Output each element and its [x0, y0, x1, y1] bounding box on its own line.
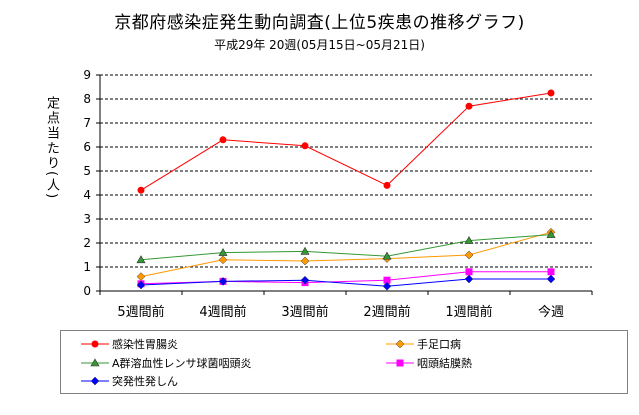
data-point-2: [136, 272, 146, 281]
y-tick-label: 4: [83, 188, 91, 202]
legend-label: A群溶血性レンサ球菌咽頭炎: [112, 357, 252, 370]
legend-label: 咽頭結膜熱: [417, 357, 472, 370]
y-tick-label: 5: [83, 164, 91, 178]
legend-entry: 突発性発しん: [81, 373, 178, 389]
y-tick-label: 6: [83, 140, 91, 154]
y-tick-label: 8: [83, 92, 91, 106]
series-line-3: [140, 234, 552, 261]
legend-marker: [396, 359, 404, 367]
legend-marker: [90, 358, 100, 367]
y-tick-label: 2: [83, 236, 91, 250]
legend-entry: 咽頭結膜熱: [386, 355, 472, 371]
chart-title: 京都府感染症発生動向調査(上位5疾患の推移グラフ): [114, 13, 525, 33]
data-point-1: [219, 136, 227, 144]
x-tick-label: 3週間前: [281, 304, 328, 320]
data-point-5: [382, 281, 392, 291]
y-axis-label: 定点当たり(人): [44, 96, 59, 201]
legend-marker-icon: [386, 339, 414, 349]
data-point-4: [465, 268, 473, 276]
x-tick-label: 1週間前: [445, 304, 492, 320]
series-line-1: [140, 92, 552, 191]
data-point-1: [465, 102, 473, 110]
y-tick-label: 9: [83, 68, 91, 82]
y-tick-label: 1: [83, 260, 91, 274]
data-point-5: [546, 274, 556, 284]
data-point-2: [218, 255, 228, 265]
data-point-4: [547, 268, 555, 276]
x-tick-label: 2週間前: [363, 304, 410, 320]
data-point-1: [383, 181, 391, 189]
legend-marker-icon: [81, 340, 109, 348]
data-point-2: [300, 256, 310, 266]
legend-label: 手足口病: [417, 338, 461, 351]
legend-marker-icon: [81, 376, 109, 386]
x-tick-label: 4週間前: [199, 304, 246, 320]
data-point-5: [218, 277, 228, 286]
data-point-3: [300, 246, 310, 255]
chart-subtitle: 平成29年 20週(05月15日~05月21日): [214, 38, 425, 52]
legend-marker: [90, 376, 100, 386]
chart-legend: 感染性胃腸炎 手足口病 A群溶血性レンサ球菌咽頭炎 咽頭結膜熱突発性発しん: [60, 330, 628, 394]
data-point-3: [136, 255, 146, 264]
data-point-3: [546, 229, 556, 238]
legend-entry: A群溶血性レンサ球菌咽頭炎: [81, 355, 252, 371]
series-line-5: [140, 278, 551, 287]
legend-marker: [91, 340, 99, 348]
data-point-5: [464, 274, 474, 284]
data-point-3: [218, 247, 228, 256]
x-tick-label: 5週間前: [117, 304, 164, 320]
y-tick-label: 3: [83, 212, 91, 226]
legend-marker: [395, 339, 405, 349]
y-tick-label: 7: [83, 116, 91, 130]
legend-entry: 感染性胃腸炎: [81, 336, 178, 352]
data-point-1: [137, 186, 145, 194]
legend-label: 突発性発しん: [112, 375, 178, 388]
series-line-2: [140, 231, 552, 278]
legend-marker-icon: [386, 359, 414, 367]
line-chart: 0 1 2 3 4 5 6 7 8 9 5週間前 4週間前 3週間前 2週間前 1週間前 今週: [83, 68, 593, 320]
data-point-3: [382, 251, 392, 260]
y-tick-label: 0: [83, 284, 91, 298]
legend-label: 感染性胃腸炎: [112, 338, 178, 351]
legend-entry: 手足口病: [386, 336, 461, 352]
data-point-2: [464, 250, 474, 260]
data-point-5: [300, 275, 310, 285]
data-point-5: [136, 280, 146, 290]
x-tick-label: 今週: [538, 304, 564, 320]
data-point-3: [464, 235, 474, 244]
data-point-1: [547, 89, 555, 97]
legend-marker-icon: [81, 358, 109, 367]
data-point-1: [301, 142, 309, 150]
